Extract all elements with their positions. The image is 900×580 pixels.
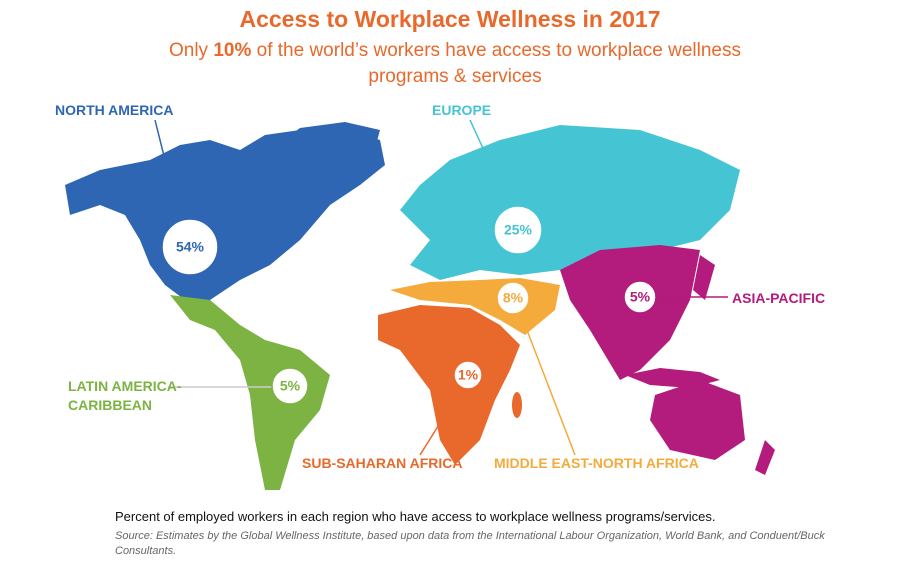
- leader-line: [154, 119, 181, 221]
- leader-line: [419, 387, 463, 456]
- asia-pacific-shape: [560, 245, 700, 380]
- title: Access to Workplace Wellness in 2017: [239, 6, 661, 32]
- value-circle: [453, 360, 483, 390]
- value-label: 1%: [458, 367, 479, 383]
- region-label: MIDDLE EAST-NORTH AFRICA: [494, 455, 699, 471]
- subtitle: Only 10% of the world’s workers have acc…: [135, 38, 775, 90]
- indonesia-shape: [625, 368, 720, 388]
- leader-line: [519, 311, 576, 456]
- value-circle: [493, 205, 543, 255]
- latin-america-shape: [170, 295, 330, 490]
- subtitle-text: of the world’s workers have access to wo…: [256, 40, 742, 87]
- value-circle: [271, 367, 309, 405]
- subtitle-text: Only: [168, 40, 209, 61]
- region-label: SUB-SAHARAN AFRICA: [302, 455, 462, 471]
- value-label: 8%: [503, 290, 524, 306]
- region-label: NORTH AMERICA: [55, 102, 173, 118]
- region-label-box: LATIN AMERICA-CARIBBEAN: [68, 378, 182, 413]
- ssa-shape: [378, 305, 520, 465]
- value-circle: [161, 218, 219, 276]
- madagascar-shape: [512, 392, 522, 418]
- source: Source: Estimates by the Global Wellness…: [115, 530, 825, 557]
- japan-shape: [693, 255, 715, 300]
- region-label: EUROPE: [432, 102, 491, 118]
- value-label: 25%: [504, 222, 533, 238]
- value-label: 5%: [280, 378, 301, 394]
- subtitle-highlight: 10%: [213, 40, 252, 61]
- leader-line: [469, 119, 511, 208]
- value-circle: [496, 281, 530, 315]
- value-label: 5%: [630, 289, 651, 305]
- value-circle: [623, 280, 657, 314]
- australia-shape: [650, 380, 745, 460]
- region-label: LATIN AMERICA-CARIBBEAN: [68, 378, 182, 413]
- region-label: ASIA-PACIFIC: [732, 290, 825, 306]
- value-label: 54%: [176, 239, 205, 255]
- greenland-shape: [270, 122, 380, 200]
- europe-shape: [400, 125, 740, 280]
- new-zealand-shape: [755, 440, 775, 475]
- footnote: Percent of employed workers in each regi…: [115, 509, 716, 524]
